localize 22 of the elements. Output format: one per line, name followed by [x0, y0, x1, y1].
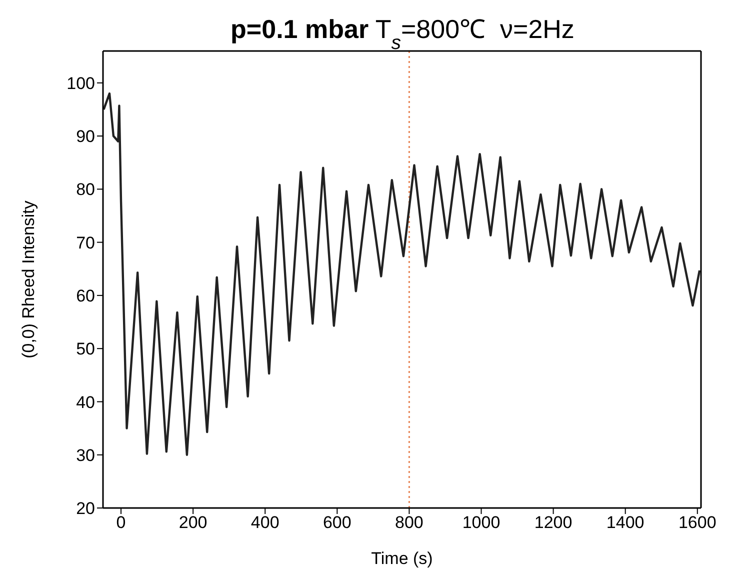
x-tick-label: 400	[250, 513, 280, 532]
y-tick-label: 100	[66, 74, 95, 93]
y-tick-label: 80	[76, 180, 95, 200]
x-tick-label: 0	[116, 513, 126, 532]
x-tick-label: 1200	[534, 513, 572, 532]
y-tick-label: 70	[76, 233, 95, 252]
x-axis-title: Time (s)	[371, 549, 433, 568]
x-tick-label: 1600	[678, 513, 716, 532]
y-tick-label: 60	[76, 286, 95, 306]
x-tick-label: 600	[322, 513, 352, 532]
x-tick-label: 800	[395, 513, 424, 532]
y-axis-title: (0,0) Rheed Intensity	[19, 200, 38, 358]
y-tick-label: 40	[76, 392, 95, 412]
x-tick-label: 1400	[606, 513, 644, 532]
x-tick-label: 1000	[462, 513, 500, 532]
chart-title: p=0.1 mbar T$_{s}$=800℃ ν=2Hz	[230, 14, 574, 54]
y-tick-label: 90	[76, 127, 95, 146]
y-tick-label: 30	[76, 446, 95, 465]
line-series	[103, 92, 701, 456]
y-tick-label: 20	[76, 499, 95, 518]
y-tick-label: 50	[76, 340, 95, 359]
x-tick-label: 200	[178, 513, 208, 532]
